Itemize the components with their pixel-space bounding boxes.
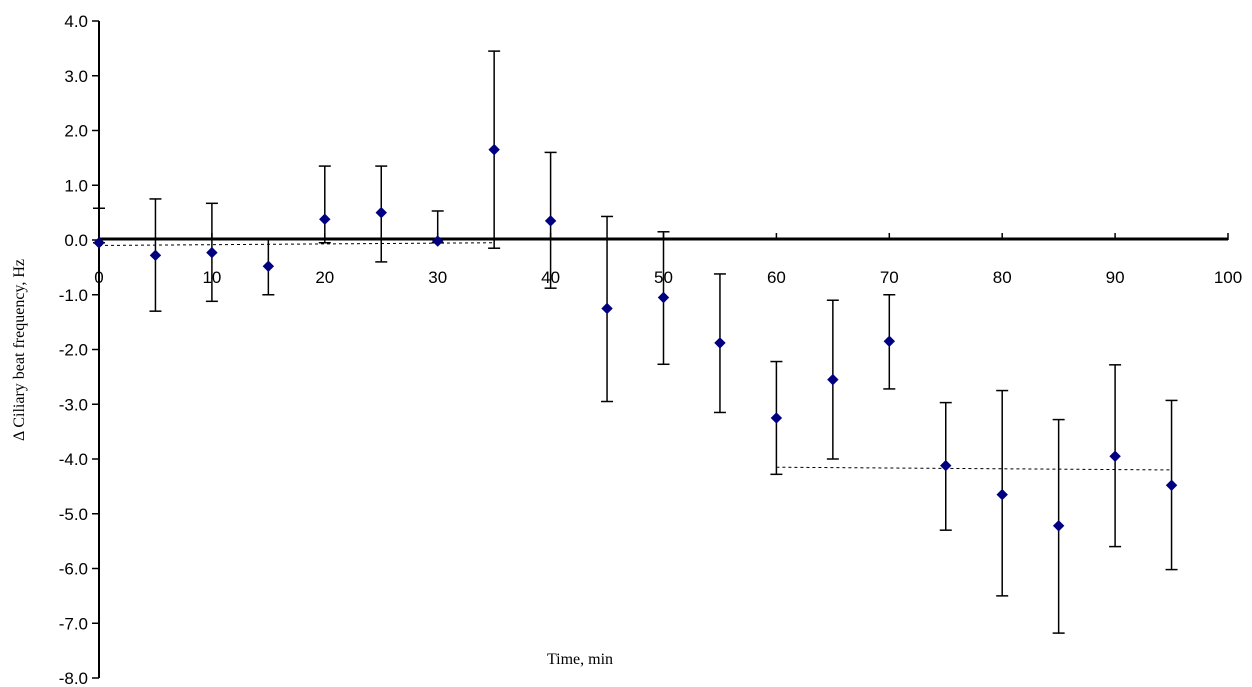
y-axis-title: Δ Ciliary beat frequency, Hz [11, 259, 28, 441]
y-tick-label: -4.0 [59, 450, 88, 469]
data-point [940, 459, 952, 472]
y-tick-label: -6.0 [59, 560, 88, 579]
data-point [1165, 479, 1178, 491]
tick-labels: 4.0 3.0 2.0 1.0 0.0 -1.0 -2.0 -3.0 -4.0 -5.0 -6.0 -… [59, 12, 1242, 687]
data-point [375, 206, 387, 219]
x-tick-label: 80 [993, 268, 1012, 287]
y-tick-label: -7.0 [59, 614, 88, 633]
y-tick-label: -1.0 [59, 286, 88, 305]
error-bars [93, 50, 1178, 634]
data-point [1052, 520, 1065, 532]
y-tick-label: 0.0 [64, 231, 88, 250]
x-axis-title: Time, min [547, 651, 613, 668]
axes [92, 20, 1229, 679]
x-tick-label: 70 [880, 268, 899, 287]
data-point [770, 412, 783, 424]
y-tick-label: -8.0 [59, 669, 88, 687]
y-tick-label: -5.0 [59, 505, 88, 524]
data-point [601, 302, 613, 315]
data-point [1109, 450, 1121, 462]
data-point [93, 237, 105, 249]
data-point [714, 337, 726, 349]
data-point [319, 213, 331, 225]
data-point [827, 373, 839, 386]
x-tick-label: 20 [315, 268, 334, 287]
y-tick-label: 1.0 [64, 176, 88, 195]
data-point [431, 235, 444, 247]
reference-dashed-line [776, 466, 1172, 471]
y-tick-label: -2.0 [59, 341, 88, 360]
x-tick-label: 60 [767, 268, 786, 287]
data-point [262, 260, 275, 272]
x-tick-label: 90 [1106, 268, 1125, 287]
y-tick-label: 3.0 [64, 67, 88, 86]
data-point [488, 143, 500, 156]
data-point [149, 249, 162, 262]
x-tick-label: 30 [428, 268, 447, 287]
y-tick-label: 2.0 [64, 122, 88, 141]
data-point [544, 215, 557, 227]
data-point [657, 291, 670, 304]
data-point [206, 246, 218, 259]
data-points [93, 143, 1178, 532]
y-tick-label: -3.0 [59, 395, 88, 414]
x-tick-label: 0 [94, 268, 103, 287]
data-point [883, 335, 896, 347]
y-tick-label: 4.0 [64, 12, 88, 31]
x-tick-label: 100 [1214, 268, 1242, 287]
data-point [996, 488, 1008, 501]
